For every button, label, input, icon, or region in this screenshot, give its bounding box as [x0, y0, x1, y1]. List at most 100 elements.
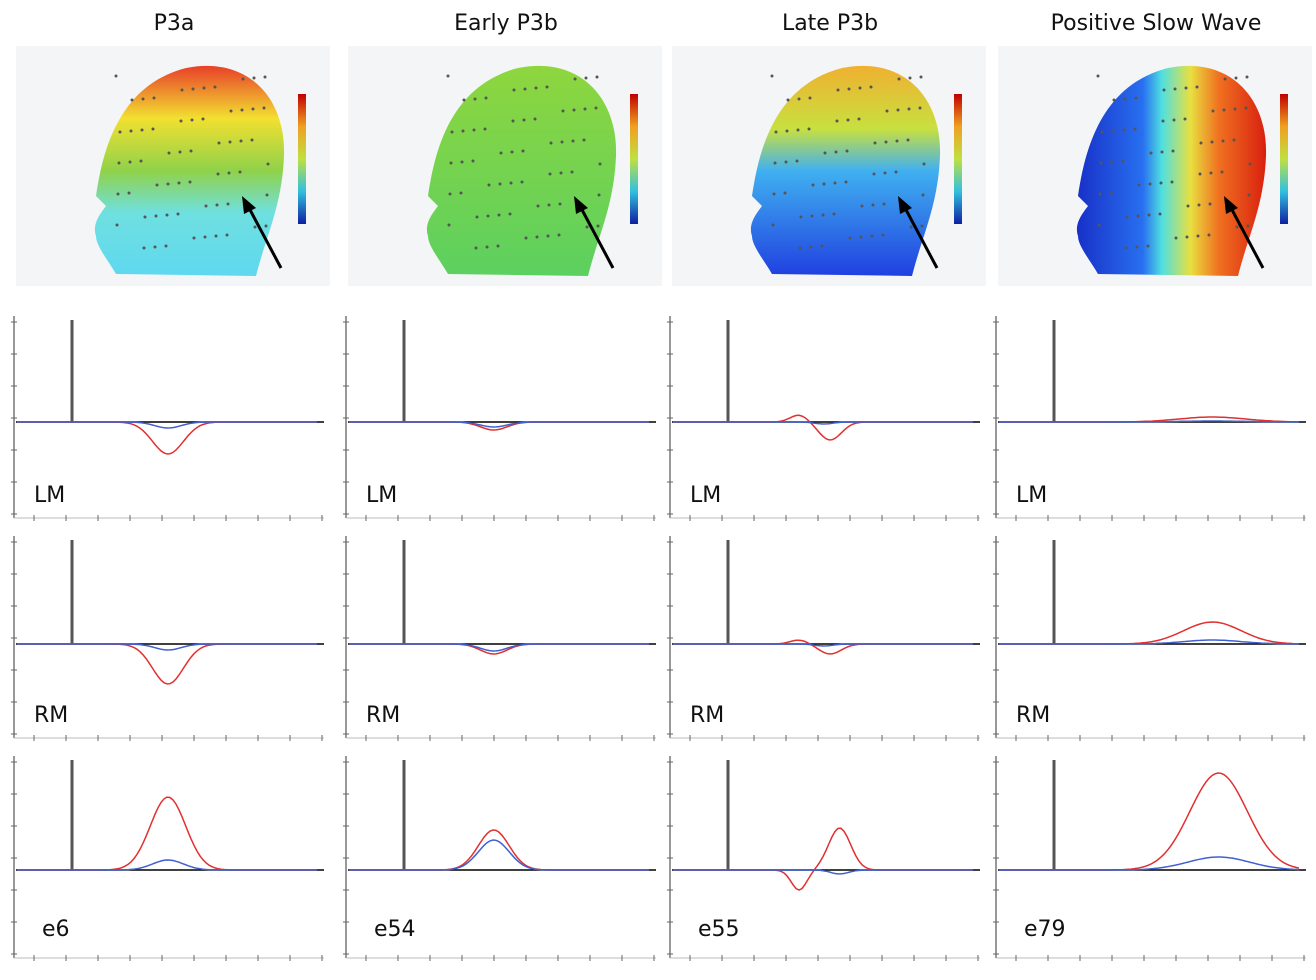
electrode [847, 87, 851, 91]
electrode [1246, 224, 1250, 228]
electrode [153, 245, 157, 249]
electrode [1210, 140, 1214, 144]
electrode [1146, 244, 1150, 248]
electrode [1173, 87, 1177, 91]
electrode [860, 204, 864, 208]
electrode [881, 233, 885, 237]
electrode [810, 214, 814, 218]
panel-label: LM [366, 483, 397, 508]
electrode [450, 130, 454, 134]
blue-waveform [673, 643, 973, 647]
electrode [228, 140, 232, 144]
electrode [1184, 86, 1188, 90]
electrode [522, 118, 526, 122]
waveform-panel: RM [993, 536, 1306, 741]
electrode [510, 150, 514, 154]
electrode [142, 246, 146, 250]
electrode [115, 223, 119, 227]
electrode [487, 183, 491, 187]
electrode [774, 130, 778, 134]
electrode [204, 204, 208, 208]
electrode [1199, 141, 1203, 145]
arrow-head [242, 196, 256, 214]
blue-waveform [349, 839, 649, 871]
electrode [807, 127, 811, 131]
electrode [167, 151, 171, 155]
blue-waveform [17, 421, 317, 429]
electrode [1110, 160, 1114, 164]
blue-waveform [999, 420, 1299, 423]
electrode [1148, 182, 1152, 186]
electrode [771, 223, 775, 227]
electrode [1223, 77, 1227, 81]
electrode [1232, 138, 1236, 142]
blue-waveform [999, 856, 1300, 871]
electrode [823, 151, 827, 155]
panel-label: e54 [374, 917, 416, 942]
electrode [1124, 246, 1128, 250]
electrode [895, 139, 899, 143]
electrode [836, 88, 840, 92]
panel-label: LM [1016, 483, 1047, 508]
electrode [571, 139, 575, 143]
electrode [449, 161, 453, 165]
electrode [1125, 215, 1129, 219]
electrode [130, 98, 134, 102]
electrode [1211, 109, 1215, 113]
electrode [189, 149, 193, 153]
electrode [872, 172, 876, 176]
electrode [560, 140, 564, 144]
electrode [857, 117, 861, 121]
electrode [1100, 130, 1104, 134]
column-title: Positive Slow Wave [1051, 11, 1262, 36]
arrow-head [574, 196, 588, 214]
electrode [785, 129, 789, 133]
waveform-panel: RM [343, 536, 656, 741]
electrode [498, 182, 502, 186]
electrode [871, 203, 875, 207]
arrow-head [898, 196, 912, 214]
electrode [1195, 85, 1199, 89]
electrode [226, 202, 230, 206]
electrode [570, 170, 574, 174]
electrode [1159, 181, 1163, 185]
colorbar [1280, 94, 1288, 224]
electrode [1170, 180, 1174, 184]
panel-label: e6 [42, 917, 70, 942]
electrode [1171, 149, 1175, 153]
electrode [448, 192, 452, 196]
electrode [483, 127, 487, 131]
colorbar [630, 94, 638, 224]
electrode [557, 233, 561, 237]
blue-waveform [17, 643, 317, 651]
electrode [811, 183, 815, 187]
electrode [128, 160, 132, 164]
electrode [227, 171, 231, 175]
arrow [902, 205, 939, 269]
electrode [870, 234, 874, 238]
electrode [535, 235, 539, 239]
electrode [1137, 183, 1141, 187]
electrode [462, 98, 466, 102]
red-waveform [17, 421, 317, 455]
column-title: P3a [154, 11, 195, 36]
electrode [1121, 159, 1125, 163]
colorbar [298, 94, 306, 224]
electrode [773, 161, 777, 165]
electrode [1123, 97, 1127, 101]
panel-label: RM [34, 703, 68, 728]
red-waveform [999, 772, 1300, 871]
electrode [909, 225, 913, 229]
electrode [225, 233, 229, 237]
electrode [835, 119, 839, 123]
arrow [1228, 205, 1265, 269]
electrode [896, 108, 900, 112]
head-map [672, 46, 986, 286]
panel-label: e79 [1024, 917, 1066, 942]
head [426, 65, 617, 276]
electrode [459, 191, 463, 195]
electrode [1147, 213, 1151, 217]
electrode [883, 171, 887, 175]
electrode [264, 224, 268, 228]
electrode [920, 224, 924, 228]
